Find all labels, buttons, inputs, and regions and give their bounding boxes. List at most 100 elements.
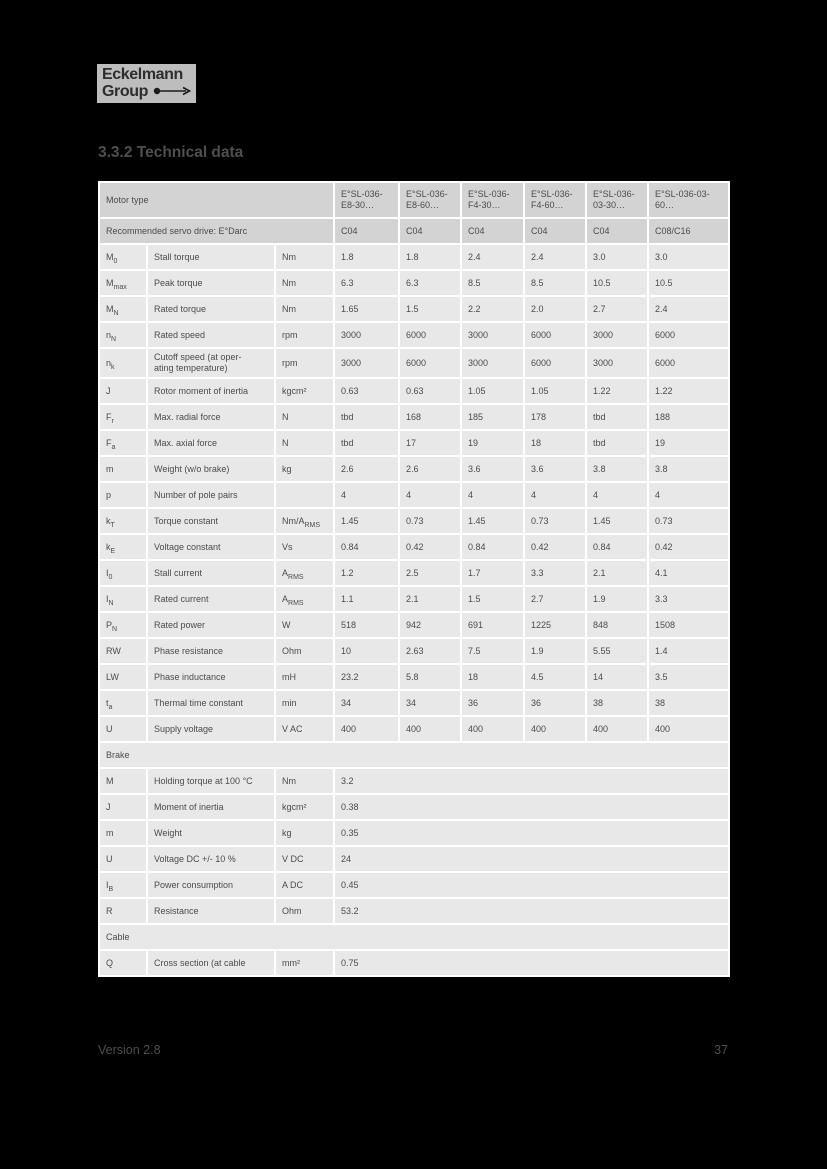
- row-value-cell: 1.7: [460, 559, 525, 587]
- row-value-cell: 4: [523, 481, 587, 509]
- row-symbol-cell-text: F: [106, 437, 112, 448]
- table-row: nN Rated speed rpm 3000 6000 3000 6000 3000 6000: [98, 321, 730, 349]
- row-value-cell: 1.05: [523, 377, 587, 405]
- row-symbol-cell-text: U: [106, 723, 113, 734]
- row-unit-cell: V AC: [274, 715, 335, 743]
- row-symbol-cell: M: [98, 767, 148, 795]
- row-symbol-cell-text: m: [106, 463, 114, 474]
- row-symbol-cell-subscript: B: [108, 885, 114, 893]
- row-symbol-cell-subscript: N: [112, 625, 118, 633]
- row-value-cell: 2.5: [398, 559, 462, 587]
- table-row: kT Torque constant Nm/ARMS 1.45 0.73 1.45 0.73…: [98, 507, 730, 535]
- row-value-cell: 14: [585, 663, 649, 691]
- row-value-cell: 400: [398, 715, 462, 743]
- row-value-cell: 0.84: [333, 533, 400, 561]
- row-unit-cell: V DC: [274, 845, 335, 873]
- row-symbol-cell: kE: [98, 533, 148, 561]
- row-value-cell: 4: [647, 481, 730, 509]
- row-symbol-cell-text: LW: [106, 671, 119, 682]
- recommended-drive-value: C04: [333, 217, 400, 245]
- table-row: Q Cross section (at cable mm² 0.75: [98, 949, 730, 977]
- row-symbol-cell-subscript: T: [110, 521, 115, 529]
- row-value-cell: 1.22: [647, 377, 730, 405]
- row-label-cell: Number of pole pairs: [146, 481, 276, 509]
- row-unit-cell: Ohm: [274, 637, 335, 665]
- table-row: J Rotor moment of inertia kgcm² 0.63 0.63 1.0…: [98, 377, 730, 405]
- row-unit-cell-text: W: [282, 619, 291, 630]
- table-row: p Number of pole pairs 4 4 4 4 4 4: [98, 481, 730, 509]
- table-row: ta Thermal time constant min 34 34 36 36 38 38: [98, 689, 730, 717]
- row-symbol-cell-text: Q: [106, 957, 114, 968]
- row-symbol-cell: RW: [98, 637, 148, 665]
- row-value-cell: 0.63: [398, 377, 462, 405]
- row-unit-cell: mm²: [274, 949, 335, 977]
- row-symbol-cell: nk: [98, 347, 148, 379]
- row-label-cell: Max. axial force: [146, 429, 276, 457]
- table-row: M0 Stall torque Nm 1.8 1.8 2.4 2.4 3.0 3.0: [98, 243, 730, 271]
- row-unit-cell-text: kg: [282, 463, 292, 474]
- row-value-cell: 0.63: [333, 377, 400, 405]
- row-label-cell: Voltage constant: [146, 533, 276, 561]
- table-row: m Weight kg 0.35: [98, 819, 730, 847]
- row-value-cell: 23.2: [333, 663, 400, 691]
- row-value-cell: 2.6: [398, 455, 462, 483]
- row-value-cell: 0.45: [333, 871, 730, 899]
- row-value-cell: 1.45: [460, 507, 525, 535]
- row-value-cell: 38: [585, 689, 649, 717]
- row-symbol-cell-text: I: [106, 567, 109, 578]
- row-unit-cell-text: N: [282, 411, 289, 422]
- row-value-cell: 3000: [460, 347, 525, 379]
- row-value-cell: 36: [523, 689, 587, 717]
- row-symbol-cell-subscript: max: [113, 283, 127, 291]
- row-symbol-cell: Mmax: [98, 269, 148, 297]
- row-value-cell: tbd: [333, 429, 400, 457]
- row-value-cell: 4: [460, 481, 525, 509]
- row-value-cell: 0.42: [647, 533, 730, 561]
- row-value-cell: 3000: [460, 321, 525, 349]
- row-unit-cell: Vs: [274, 533, 335, 561]
- row-symbol-cell-subscript: r: [111, 417, 114, 425]
- row-unit-cell: Nm: [274, 295, 335, 323]
- row-value-cell: 1.22: [585, 377, 649, 405]
- row-unit-cell: kg: [274, 819, 335, 847]
- row-unit-cell: Nm: [274, 243, 335, 271]
- row-unit-cell: [274, 481, 335, 509]
- row-unit-cell-text: Nm: [282, 277, 296, 288]
- table-row: MN Rated torque Nm 1.65 1.5 2.2 2.0 2.7 2.4: [98, 295, 730, 323]
- row-label-cell: Stall current: [146, 559, 276, 587]
- row-value-cell: 6000: [647, 321, 730, 349]
- row-symbol-cell-text: RW: [106, 645, 121, 656]
- row-unit-cell-text: kgcm²: [282, 801, 307, 812]
- row-symbol-cell-text: M: [106, 251, 114, 262]
- row-symbol-cell-text: F: [106, 411, 112, 422]
- table-row: LW Phase inductance mH 23.2 5.8 18 4.5 14 3.5: [98, 663, 730, 691]
- row-symbol-cell: R: [98, 897, 148, 925]
- row-label-cell: Voltage DC +/- 10 %: [146, 845, 276, 873]
- row-symbol-cell-subscript: N: [108, 599, 114, 607]
- row-value-cell: 1.1: [333, 585, 400, 613]
- row-value-cell: 1.5: [398, 295, 462, 323]
- row-value-cell: 17: [398, 429, 462, 457]
- row-unit-cell: N: [274, 429, 335, 457]
- section-header-row: Brake: [98, 741, 730, 769]
- row-symbol-cell-text: M: [106, 277, 114, 288]
- row-label-cell: Cross section (at cable: [146, 949, 276, 977]
- row-value-cell: 1.05: [460, 377, 525, 405]
- row-value-cell: 3.8: [647, 455, 730, 483]
- row-symbol-cell-subscript: N: [111, 335, 117, 343]
- row-value-cell: 0.73: [398, 507, 462, 535]
- row-symbol-cell: m: [98, 819, 148, 847]
- row-unit-cell-text: mH: [282, 671, 296, 682]
- row-value-cell: 2.4: [523, 243, 587, 271]
- row-symbol-cell-text: n: [106, 329, 112, 340]
- row-unit-cell: kgcm²: [274, 793, 335, 821]
- row-symbol-cell: ta: [98, 689, 148, 717]
- row-value-cell: 848: [585, 611, 649, 639]
- row-value-cell: 3.0: [647, 243, 730, 271]
- row-symbol-cell: IN: [98, 585, 148, 613]
- row-value-cell: 0.84: [460, 533, 525, 561]
- row-value-cell: 2.63: [398, 637, 462, 665]
- logo-text-eckelmann: Eckelmann: [102, 66, 183, 83]
- row-value-cell: 942: [398, 611, 462, 639]
